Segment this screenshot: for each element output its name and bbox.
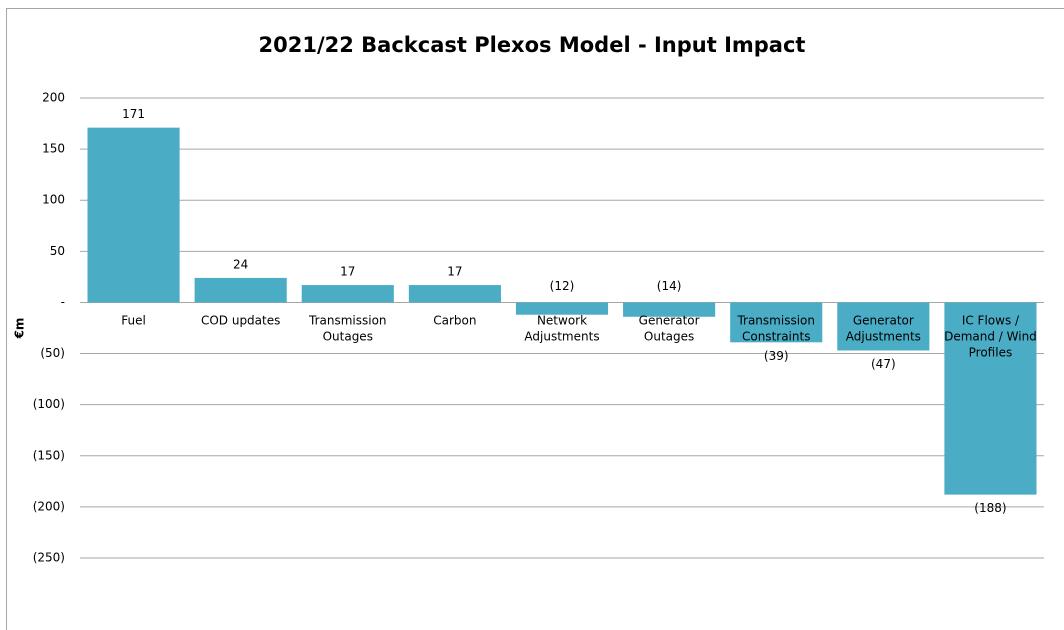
value-label: (47) bbox=[871, 357, 896, 371]
y-tick-label: 150 bbox=[42, 142, 65, 156]
value-label: 171 bbox=[122, 107, 145, 121]
value-label: 17 bbox=[340, 265, 355, 279]
bar bbox=[301, 285, 394, 303]
value-label: (188) bbox=[974, 501, 1006, 515]
y-tick-label: - bbox=[61, 295, 65, 309]
bar bbox=[87, 127, 180, 303]
y-tick-label: 50 bbox=[50, 244, 65, 258]
bar bbox=[408, 285, 501, 303]
x-tick-label: Fuel bbox=[121, 313, 146, 327]
y-tick-label: (50) bbox=[40, 346, 65, 360]
y-tick-label: 200 bbox=[42, 91, 65, 105]
value-label: 17 bbox=[447, 265, 462, 279]
y-tick-label: 100 bbox=[42, 193, 65, 207]
y-tick-label: (200) bbox=[33, 499, 65, 513]
value-label: (14) bbox=[657, 279, 682, 293]
x-tick-label: Generator Adjustments bbox=[846, 313, 921, 343]
bar bbox=[944, 302, 1037, 495]
y-tick-label: (250) bbox=[33, 551, 65, 565]
x-tick-label: Network Adjustments bbox=[524, 313, 599, 343]
value-label: 24 bbox=[233, 257, 248, 271]
y-tick-label: (150) bbox=[33, 448, 65, 462]
value-label: (39) bbox=[764, 349, 789, 363]
x-tick-label: Transmission Constraints bbox=[736, 313, 815, 343]
chart-title: 2021/22 Backcast Plexos Model - Input Im… bbox=[259, 33, 806, 57]
bar bbox=[194, 277, 287, 303]
y-axis-label: €m bbox=[13, 318, 27, 340]
bar bbox=[837, 302, 930, 351]
bar bbox=[730, 302, 823, 343]
x-tick-label: Generator Outages bbox=[639, 313, 700, 343]
y-tick-label: (100) bbox=[33, 397, 65, 411]
x-tick-label: Carbon bbox=[433, 313, 476, 327]
bar bbox=[623, 302, 716, 317]
bar bbox=[515, 302, 609, 315]
x-tick-label: COD updates bbox=[201, 313, 280, 327]
value-label: (12) bbox=[550, 279, 575, 293]
x-tick-label: IC Flows / Demand / Wind Profiles bbox=[944, 313, 1037, 359]
x-tick-label: Transmission Outages bbox=[308, 313, 387, 343]
